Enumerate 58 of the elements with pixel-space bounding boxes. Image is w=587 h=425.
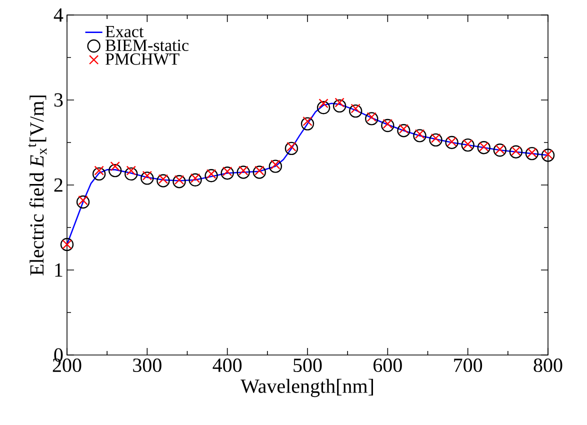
y-tick-label: 1 <box>55 263 62 277</box>
point <box>108 164 122 178</box>
point <box>158 174 168 184</box>
y-tick-label: 2 <box>54 178 62 192</box>
point <box>398 124 409 134</box>
point <box>188 173 202 186</box>
legend-label: BIEM-static <box>105 40 189 52</box>
point <box>110 161 120 172</box>
x-tick-label: 400 <box>212 358 242 372</box>
point <box>236 166 250 179</box>
x-tick-label: 500 <box>294 358 322 372</box>
point <box>124 167 138 181</box>
point <box>429 133 442 147</box>
point <box>349 104 362 118</box>
legend-label: Exact <box>105 26 144 38</box>
point <box>316 101 330 114</box>
point <box>76 195 90 209</box>
point <box>477 140 490 154</box>
point <box>462 139 473 150</box>
point <box>332 99 346 113</box>
x-tick-label: 800 <box>534 358 562 372</box>
point <box>445 136 458 150</box>
x-tick-label: 700 <box>454 358 482 372</box>
point <box>220 166 234 180</box>
point <box>222 166 232 176</box>
point <box>397 124 410 138</box>
y-axis-title: Electric field E$_{x}$$^{t}$[V/m] <box>28 96 47 276</box>
point <box>268 160 282 173</box>
point <box>206 169 216 179</box>
point <box>525 146 539 160</box>
point <box>430 133 441 144</box>
point <box>509 145 523 158</box>
point <box>140 172 154 185</box>
x-tick-label: 600 <box>374 358 402 372</box>
point <box>204 169 218 182</box>
x-axis-title: Wavelength[nm] <box>240 378 373 398</box>
point <box>365 112 378 126</box>
point <box>190 173 200 184</box>
point <box>493 144 506 157</box>
point <box>495 144 505 154</box>
point <box>479 142 489 152</box>
point <box>413 129 426 142</box>
point <box>172 174 186 188</box>
point <box>156 174 170 188</box>
y-tick-label: 3 <box>54 93 63 107</box>
point <box>174 175 184 185</box>
y-tick-label: 4 <box>54 8 64 22</box>
point <box>284 142 298 156</box>
point <box>461 138 474 152</box>
point <box>92 167 106 181</box>
point <box>300 117 314 130</box>
point <box>252 166 266 179</box>
point <box>142 170 152 180</box>
point <box>541 148 555 162</box>
legend-label: PMCHWT <box>105 53 180 65</box>
point <box>381 118 394 132</box>
x-tick-label: 300 <box>133 358 162 372</box>
point <box>414 129 425 139</box>
